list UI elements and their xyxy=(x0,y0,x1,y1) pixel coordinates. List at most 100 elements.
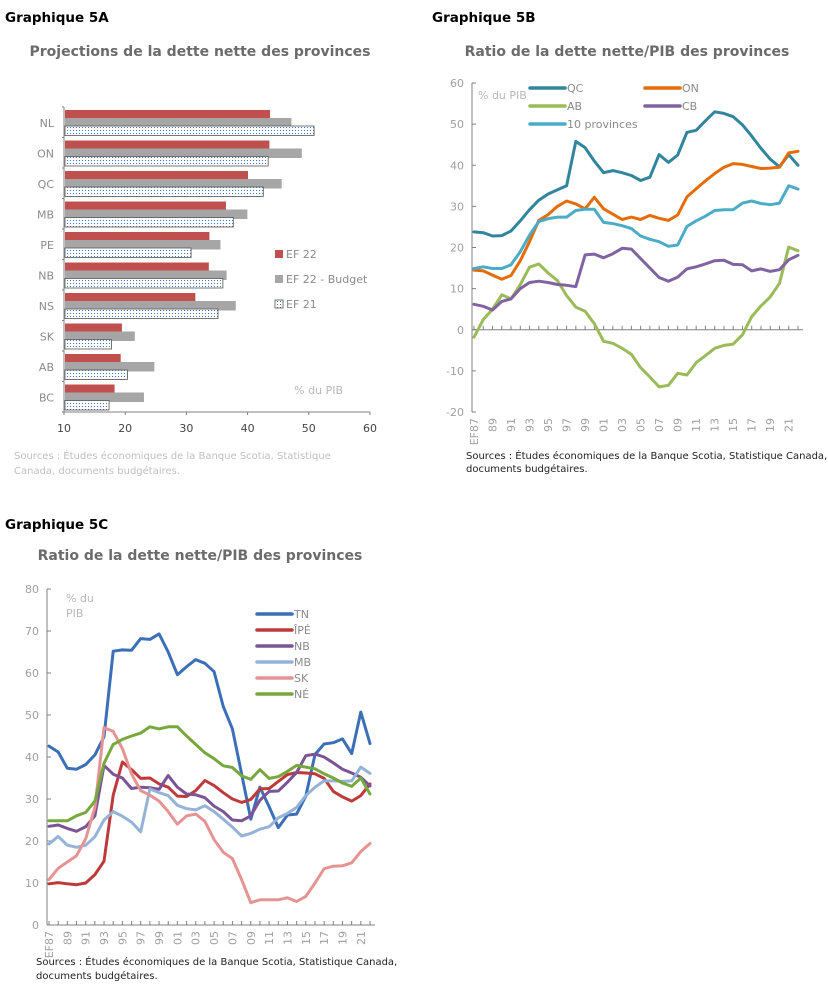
legend-swatch xyxy=(275,250,283,258)
y-tick-label: 30 xyxy=(450,200,464,213)
x-tick-label: 93 xyxy=(524,418,537,432)
y-tick-label: -20 xyxy=(446,406,464,419)
y-tick-label: -10 xyxy=(446,365,464,378)
bar-ef-22-budget xyxy=(65,301,236,311)
x-tick-label: 17 xyxy=(318,931,331,945)
legend-label: NÉ xyxy=(294,688,309,701)
y-tick-label: 0 xyxy=(457,324,464,337)
chart-5b-title: Ratio de la dette nette/PIB des province… xyxy=(465,44,790,60)
category-label: PE xyxy=(40,239,54,252)
chart-5a-source-line1: Sources : Études économiques de la Banqu… xyxy=(14,449,331,462)
x-tick-label: 10 xyxy=(57,422,71,435)
category-label: SK xyxy=(40,331,55,344)
bar-ef-22-budget xyxy=(65,148,302,158)
category-label: ON xyxy=(37,148,54,161)
bar-ef-22-budget xyxy=(65,209,248,219)
unit-label: % du xyxy=(66,592,94,605)
x-tick-label: 99 xyxy=(579,418,592,432)
unit-label-line2: PIB xyxy=(66,607,83,620)
series-line-nb xyxy=(47,752,372,833)
legend-label: QC xyxy=(567,82,584,95)
x-tick-label: 89 xyxy=(61,931,74,945)
x-tick-label: 91 xyxy=(80,931,93,945)
bar-ef-22-budget xyxy=(65,362,155,372)
legend-label: SK xyxy=(294,672,309,685)
chart-5b-source-line2: documents budgétaires. xyxy=(466,463,588,475)
series-line-on xyxy=(472,149,800,281)
x-tick-label: 21 xyxy=(355,931,368,945)
legend-label: EF 21 xyxy=(286,298,317,311)
bar-ef-22-budget xyxy=(65,331,135,341)
category-label: QC xyxy=(38,178,55,191)
x-tick-label: 05 xyxy=(635,418,648,432)
x-tick-label: 03 xyxy=(190,931,203,945)
x-tick-label: 13 xyxy=(709,418,722,432)
legend-swatch xyxy=(275,275,283,283)
bar-ef-21 xyxy=(64,339,112,350)
category-label: NL xyxy=(40,117,55,130)
series-line-sk xyxy=(47,726,372,905)
x-tick-label: 97 xyxy=(135,931,148,945)
x-tick-label: 07 xyxy=(226,931,239,945)
x-tick-label: 60 xyxy=(363,422,377,435)
series-line-mb xyxy=(47,765,372,849)
x-tick-label: 07 xyxy=(653,418,666,432)
x-tick-label: 99 xyxy=(153,931,166,945)
chart-5a-title: Projections de la dette nette des provin… xyxy=(30,44,371,60)
x-tick-label: 40 xyxy=(241,422,255,435)
series-line--p- xyxy=(47,760,372,887)
x-tick-label: 95 xyxy=(542,418,555,432)
x-tick-label: 50 xyxy=(302,422,316,435)
chart-5c-title: Ratio de la dette nette/PIB des province… xyxy=(38,548,363,564)
x-tick-label: 13 xyxy=(281,931,294,945)
bar-ef-22 xyxy=(65,201,226,211)
bar-ef-21 xyxy=(64,308,219,319)
series-line-qc xyxy=(472,110,800,238)
category-label: BC xyxy=(39,392,54,405)
y-tick-label: 50 xyxy=(450,118,464,131)
bar-ef-21 xyxy=(64,247,192,258)
legend-label: EF 22 xyxy=(286,248,317,261)
y-tick-label: 20 xyxy=(450,242,464,255)
x-tick-label: 09 xyxy=(672,418,685,432)
x-tick-label: 17 xyxy=(746,418,759,432)
x-tick-label: EF87 xyxy=(43,931,56,958)
chart-5a: Projections de la dette nette des provin… xyxy=(14,44,377,477)
chart-5c-source-line2: documents budgétaires. xyxy=(36,970,158,982)
x-tick-label: 01 xyxy=(598,418,611,432)
y-tick-label: 50 xyxy=(25,709,39,722)
series-line-n- xyxy=(47,725,372,823)
category-label: MB xyxy=(37,209,54,222)
bar-ef-22 xyxy=(65,262,209,272)
unit-label: % du PIB xyxy=(294,384,343,397)
bar-ef-21 xyxy=(64,186,264,197)
heading-5b: Graphique 5B xyxy=(432,10,536,26)
bar-ef-22 xyxy=(65,140,270,150)
legend-swatch xyxy=(274,299,284,309)
y-tick-label: 30 xyxy=(25,793,39,806)
category-label: NS xyxy=(39,300,54,313)
bar-ef-22-budget xyxy=(65,179,282,189)
x-tick-label: 21 xyxy=(783,418,796,432)
y-tick-label: 10 xyxy=(450,283,464,296)
x-tick-label: 19 xyxy=(336,931,349,945)
y-tick-label: 70 xyxy=(25,625,39,638)
bar-ef-21 xyxy=(64,125,315,136)
x-tick-label: 93 xyxy=(98,931,111,945)
chart-5b-source-line1: Sources : Études économiques de la Banqu… xyxy=(466,449,827,462)
x-tick-label: 30 xyxy=(179,422,193,435)
x-tick-label: 91 xyxy=(505,418,518,432)
y-tick-label: 20 xyxy=(25,835,39,848)
bar-ef-21 xyxy=(64,278,224,289)
y-tick-label: 60 xyxy=(450,77,464,90)
bar-ef-22-budget xyxy=(65,118,292,128)
bar-ef-22 xyxy=(65,110,271,120)
bar-ef-22 xyxy=(65,384,115,394)
bar-ef-21 xyxy=(64,217,234,228)
x-tick-label: 09 xyxy=(245,931,258,945)
bar-ef-22 xyxy=(65,323,122,333)
y-tick-label: 80 xyxy=(25,583,39,596)
legend-label: NB xyxy=(294,640,310,653)
heading-5c: Graphique 5C xyxy=(5,517,109,533)
bar-ef-22-budget xyxy=(65,240,221,250)
